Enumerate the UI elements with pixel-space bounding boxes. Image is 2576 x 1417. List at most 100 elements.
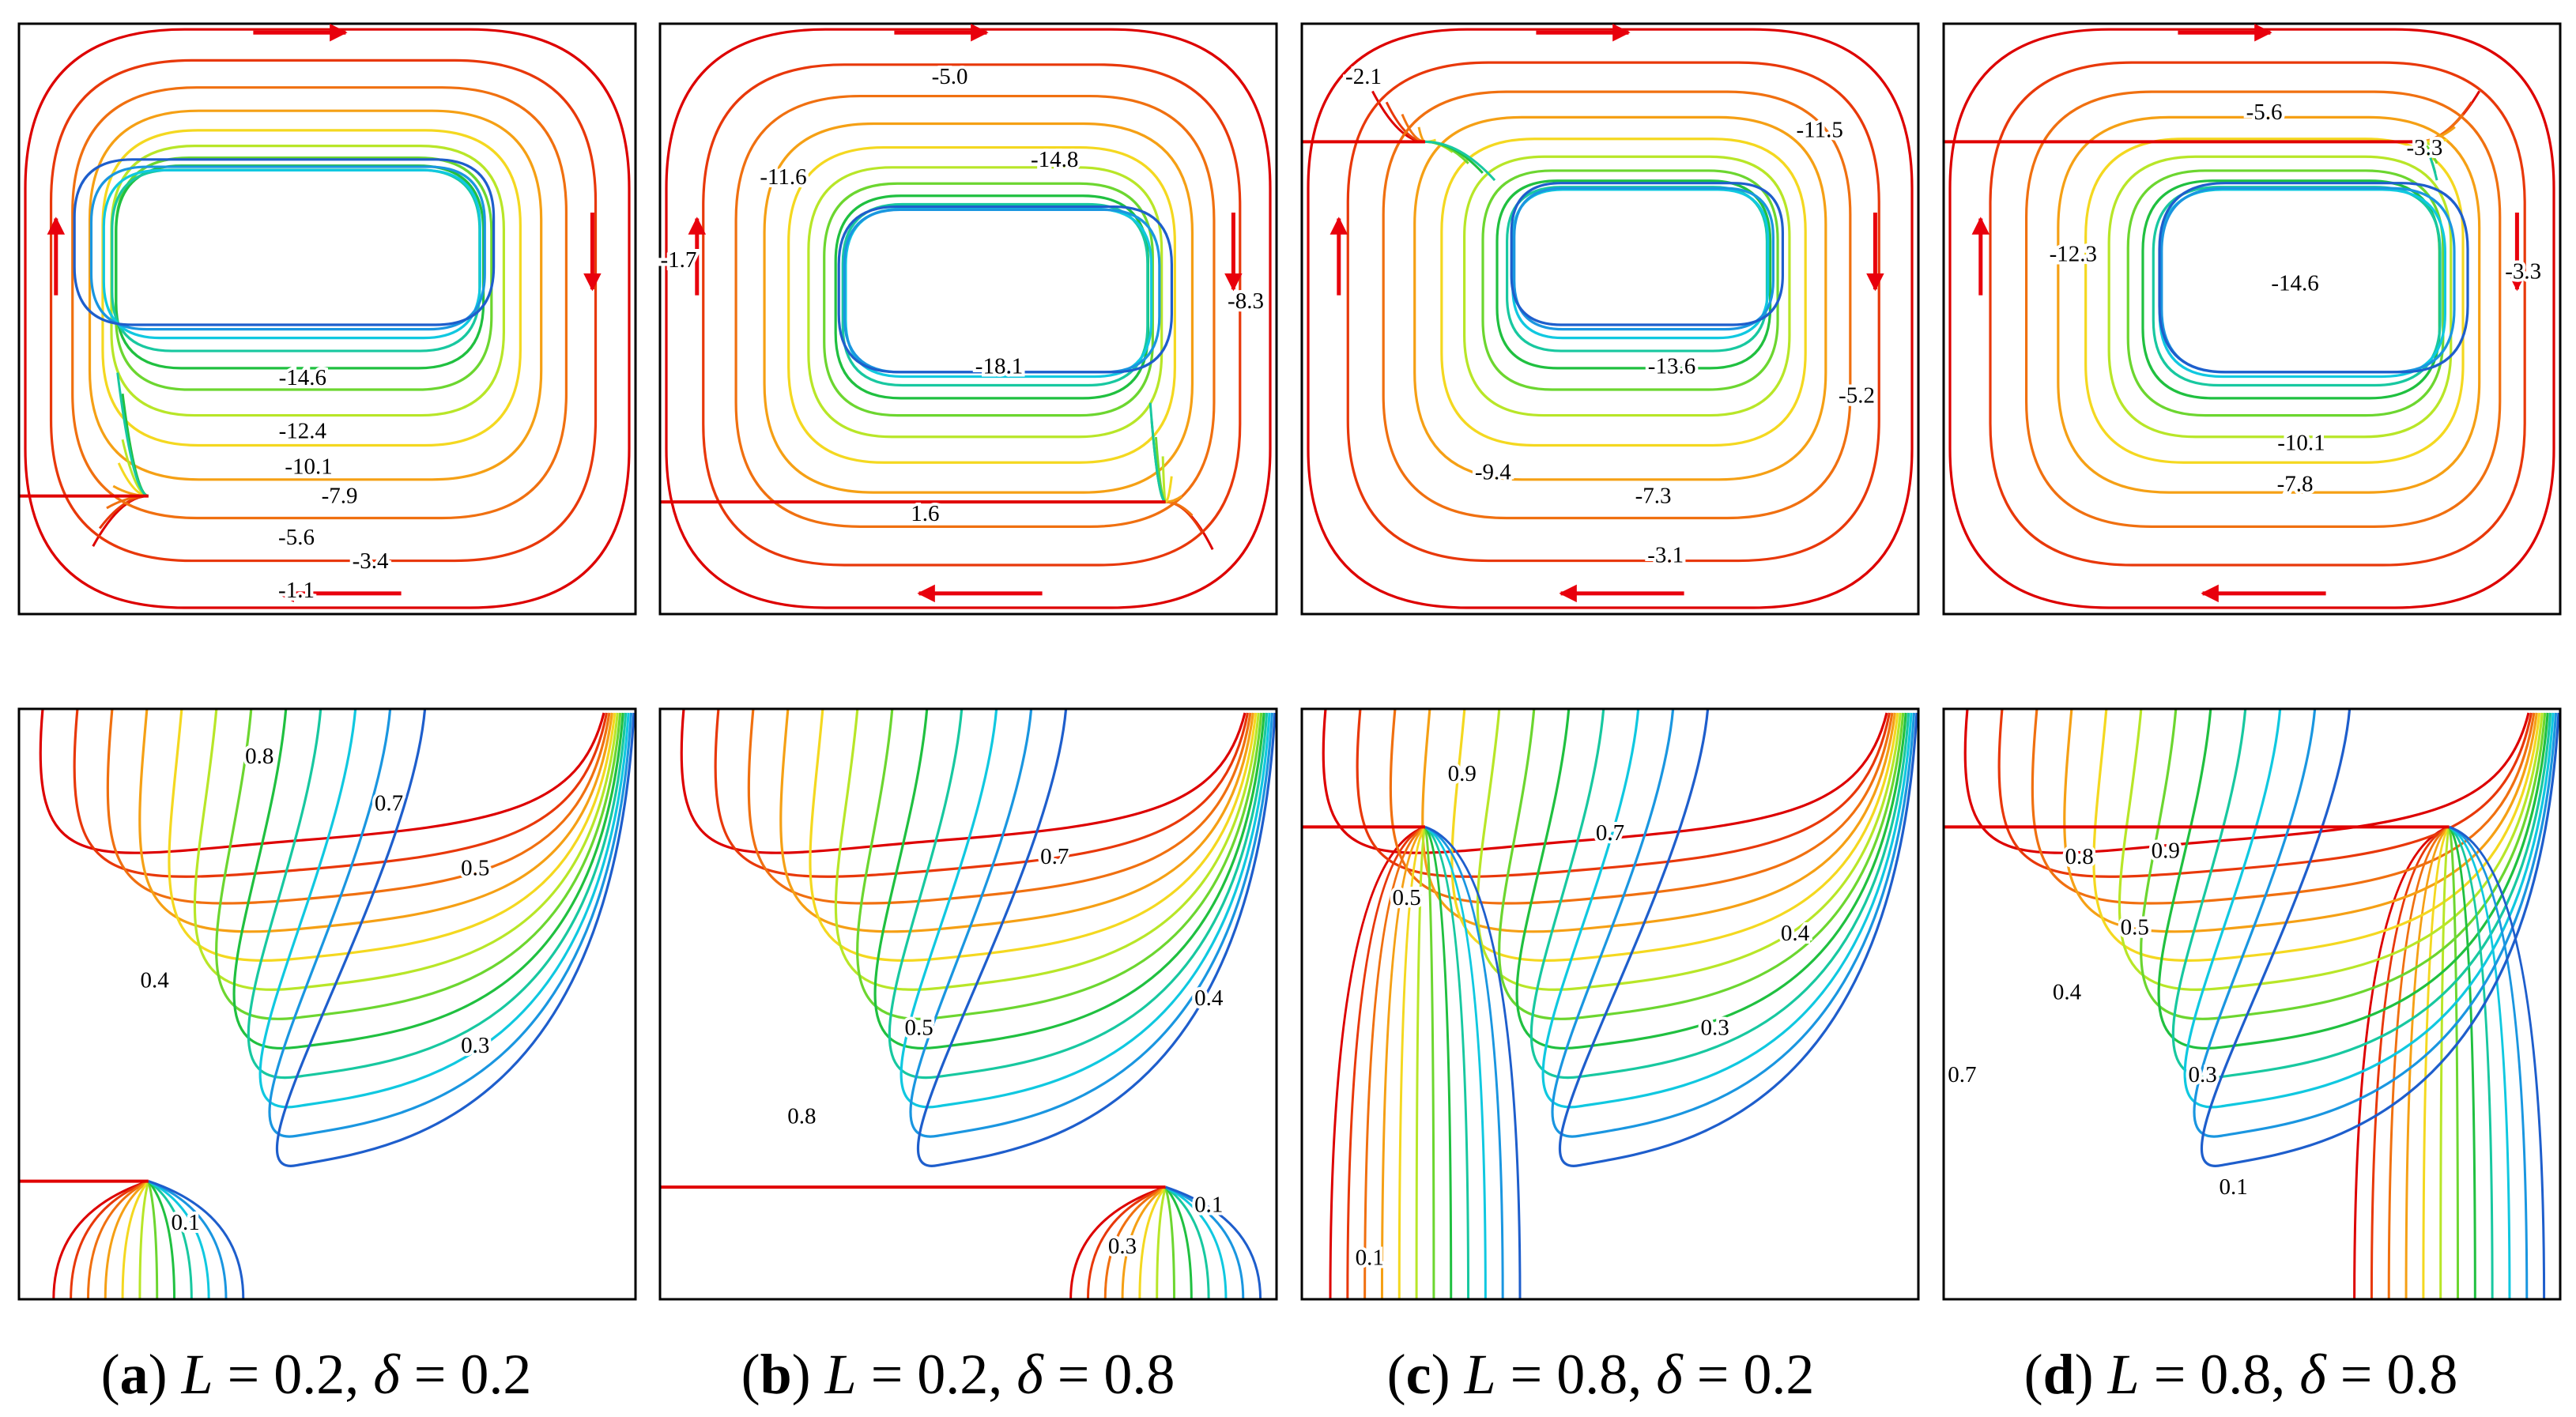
isotherm-plume (2439, 827, 2451, 1300)
isotherm-label: 0.4 (1194, 985, 1224, 1011)
isotherm-label: 0.8 (2065, 844, 2093, 869)
isotherm-plume (2448, 826, 2476, 1300)
streamline-contour (88, 109, 543, 481)
isotherm-contour (232, 708, 624, 1050)
isotherm-label: 0.4 (1781, 921, 1810, 946)
streamline-contour (101, 129, 522, 447)
isotherm-plume (138, 1181, 150, 1300)
isotherm-contour (888, 708, 1269, 1080)
streamline-contour (1481, 169, 1779, 391)
streamline-pinch (116, 372, 149, 498)
streamline-label: -3.4 (353, 548, 389, 574)
streamline-label: -18.1 (975, 353, 1023, 379)
isotherm-plume (1069, 1185, 1167, 1300)
isotherm-plume (1415, 827, 1427, 1300)
isotherm-plume (52, 1180, 149, 1300)
isotherm-label: 0.8 (245, 744, 273, 769)
isotherm-contour (1389, 708, 1894, 905)
streamline-contour (1495, 179, 1772, 370)
isotherm-plume (2448, 826, 2511, 1300)
streamline-label: -1.7 (660, 247, 696, 273)
streamline-label: -3.3 (2406, 135, 2442, 160)
streamline-contour (1307, 28, 1914, 609)
isotherm-panel-b (658, 707, 1278, 1301)
isotherm-plume (1156, 1186, 1167, 1300)
streamline-label: -5.6 (2246, 100, 2283, 125)
streamline-label: -7.9 (322, 484, 358, 509)
streamline-contour (89, 165, 486, 331)
isotherm-plume (148, 1180, 245, 1300)
streamline-label: -7.8 (2277, 472, 2314, 497)
streamline-contour (837, 205, 1173, 374)
panel-frame (658, 707, 1278, 1301)
streamline-label: -14.6 (2271, 271, 2318, 296)
isotherm-label: 0.7 (1040, 844, 1069, 869)
streamline-contour (1513, 187, 1775, 331)
streamline-contour (24, 28, 631, 609)
isotherm-plume (1086, 1185, 1167, 1300)
isotherm-contour (168, 708, 617, 963)
isotherm-label: 0.1 (1356, 1246, 1384, 1271)
isotherm-contour (1515, 708, 1907, 1050)
isotherm-label: 0.5 (904, 1015, 933, 1040)
isotherm-contour (1421, 708, 1896, 933)
streamline-contour (702, 63, 1242, 567)
isotherm-plume (2449, 825, 2546, 1300)
isotherm-label: 0.5 (1392, 885, 1420, 910)
isotherm-plume (1329, 825, 1426, 1300)
streamline-label: -3.1 (1647, 542, 1684, 567)
streamline-label: -10.1 (2277, 430, 2325, 455)
isotherm-contour (873, 708, 1265, 1050)
streamline-label: -8.3 (1228, 288, 1264, 314)
streamline-contour (49, 58, 598, 563)
isotherm-plume (1165, 1185, 1262, 1300)
streamline-label: -13.6 (1648, 353, 1695, 379)
isotherm-plume (1164, 1186, 1176, 1300)
isotherm-plume (1138, 1186, 1167, 1300)
isotherm-contour (1529, 708, 1910, 1080)
isotherm-plume (1363, 826, 1426, 1300)
panel-frame (1300, 22, 1920, 616)
streamline-label: -12.3 (2050, 241, 2097, 266)
streamline-contour (73, 158, 496, 326)
streamline-contour (1510, 182, 1784, 326)
isotherm-contour (856, 708, 1263, 1020)
panel-frame (17, 707, 637, 1301)
isotherm-contour (73, 708, 609, 878)
streamline-contour (844, 207, 1153, 379)
isotherm-plume (1121, 1185, 1167, 1300)
isotherm-contour (2200, 708, 2560, 1167)
streamline-contour (2025, 90, 2502, 528)
streamline-label: -7.3 (1635, 484, 1672, 509)
isotherm-contour (2063, 708, 2538, 933)
streamline-label: -9.4 (1475, 460, 1511, 485)
isotherm-plume (1346, 826, 1426, 1300)
streamline-contour (115, 164, 485, 370)
isotherm-plume (70, 1180, 149, 1300)
streamline-contour (841, 202, 1149, 387)
isotherm-contour (916, 708, 1277, 1167)
panel-frame (1942, 707, 2562, 1301)
isotherm-label: 0.5 (2121, 914, 2149, 940)
streamline-pinch (2418, 140, 2438, 181)
isotherm-contour (2092, 708, 2541, 963)
isotherm-contour (1498, 708, 1905, 1020)
isotherm-panel-a (17, 707, 637, 1301)
isotherm-contour (2171, 708, 2552, 1080)
streamline-contour (2084, 138, 2465, 464)
isotherm-contour (215, 708, 622, 1020)
isotherm-plume (1380, 826, 1426, 1300)
streamline-label: -14.8 (1031, 147, 1078, 172)
isotherm-contour (2140, 708, 2547, 1020)
isotherm-contour (268, 708, 633, 1138)
streamline-contour (2152, 186, 2442, 387)
isotherm-plume (1424, 826, 1487, 1300)
isotherm-plume (147, 1181, 159, 1300)
isotherm-label: 0.3 (1700, 1015, 1729, 1040)
isotherm-contour (1558, 708, 1918, 1167)
isotherm-plume (1424, 826, 1453, 1300)
streamline-label: -14.6 (279, 365, 326, 390)
isotherm-contour (1997, 708, 2533, 878)
caption-a: (a) L = 0.2, δ = 0.2 (100, 1343, 532, 1406)
